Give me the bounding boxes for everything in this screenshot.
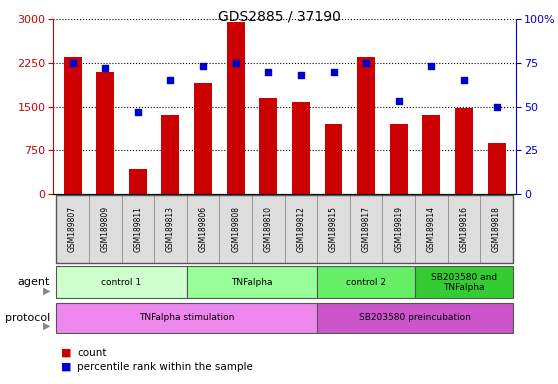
Bar [422, 115, 440, 194]
Text: TNFalpha stimulation: TNFalpha stimulation [139, 313, 234, 322]
Point [264, 69, 273, 75]
Bar [488, 143, 506, 194]
Text: GSM189806: GSM189806 [199, 206, 208, 252]
Text: GSM189811: GSM189811 [133, 206, 142, 252]
Bar [194, 83, 212, 194]
Bar [390, 124, 408, 194]
Text: GSM189815: GSM189815 [329, 206, 338, 252]
Text: GSM189812: GSM189812 [296, 206, 305, 252]
Text: agent: agent [18, 277, 50, 287]
Bar [129, 169, 147, 194]
Bar [382, 195, 415, 263]
Bar [317, 195, 350, 263]
Text: GSM189809: GSM189809 [100, 206, 110, 252]
Bar [122, 195, 154, 263]
Bar [317, 266, 415, 298]
Text: ■: ■ [61, 348, 72, 358]
Text: GSM189813: GSM189813 [166, 206, 175, 252]
Text: GSM189819: GSM189819 [395, 206, 403, 252]
Point [166, 77, 175, 83]
Bar [56, 303, 317, 333]
Bar [187, 266, 317, 298]
Text: control 2: control 2 [346, 278, 386, 287]
Point [362, 60, 371, 66]
Point [133, 109, 142, 115]
Bar [317, 303, 513, 333]
Bar [56, 266, 187, 298]
Point [68, 60, 77, 66]
Text: GSM189810: GSM189810 [264, 206, 273, 252]
Bar [448, 195, 480, 263]
Bar [455, 108, 473, 194]
Text: ▶: ▶ [43, 321, 50, 331]
Bar [96, 72, 114, 194]
Text: SB203580 preincubation: SB203580 preincubation [359, 313, 471, 322]
Text: GSM189808: GSM189808 [231, 206, 240, 252]
Bar [357, 57, 375, 194]
Text: ▶: ▶ [43, 286, 50, 296]
Text: GSM189818: GSM189818 [492, 206, 501, 252]
Point [459, 77, 468, 83]
Bar [161, 115, 179, 194]
Bar [64, 57, 81, 194]
Text: protocol: protocol [5, 313, 50, 323]
Text: GSM189817: GSM189817 [362, 206, 371, 252]
Point [395, 98, 403, 104]
Bar [325, 124, 343, 194]
Point [427, 63, 436, 70]
Bar [415, 195, 448, 263]
Point [101, 65, 110, 71]
Bar [350, 195, 382, 263]
Text: GSM189807: GSM189807 [68, 206, 77, 252]
Point [492, 104, 501, 110]
Bar [480, 195, 513, 263]
Text: SB203580 and
TNFalpha: SB203580 and TNFalpha [431, 273, 497, 292]
Point [329, 69, 338, 75]
Point [199, 63, 208, 70]
Text: TNFalpha: TNFalpha [231, 278, 273, 287]
Bar [227, 22, 244, 194]
Bar [219, 195, 252, 263]
Text: ■: ■ [61, 362, 72, 372]
Text: GSM189814: GSM189814 [427, 206, 436, 252]
Point [296, 72, 305, 78]
Text: count: count [77, 348, 107, 358]
Bar [252, 195, 285, 263]
Point [231, 60, 240, 66]
Text: control 1: control 1 [102, 278, 142, 287]
Text: GSM189816: GSM189816 [459, 206, 469, 252]
Bar [415, 266, 513, 298]
Bar [259, 98, 277, 194]
Text: percentile rank within the sample: percentile rank within the sample [77, 362, 253, 372]
Bar [187, 195, 219, 263]
Bar [154, 195, 187, 263]
Text: GDS2885 / 37190: GDS2885 / 37190 [218, 10, 340, 23]
Bar [89, 195, 122, 263]
Bar [292, 103, 310, 194]
Bar [56, 195, 89, 263]
Bar [285, 195, 317, 263]
